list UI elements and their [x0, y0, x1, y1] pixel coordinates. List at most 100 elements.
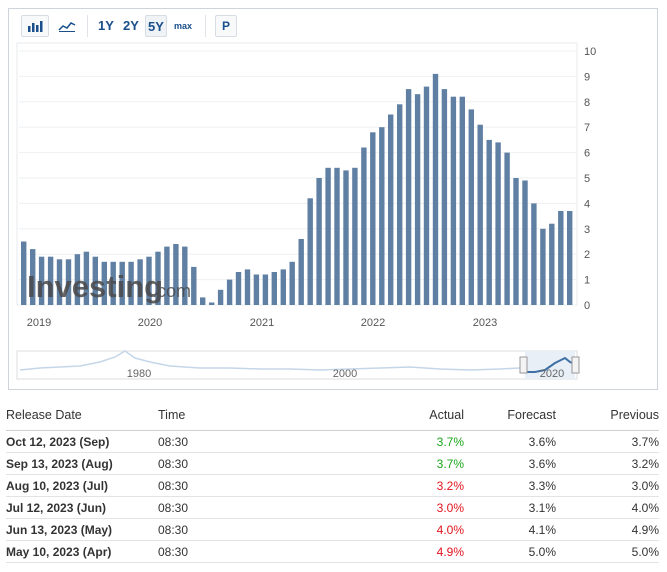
bar[interactable] [271, 272, 277, 305]
bar[interactable] [307, 198, 313, 305]
y-tick-label: 4 [584, 198, 590, 210]
header-time[interactable]: Time [158, 400, 318, 431]
release-time: 08:30 [158, 518, 318, 541]
forecast-value: 3.6% [464, 452, 556, 475]
x-tick-label: 2019 [27, 317, 51, 329]
header-actual[interactable]: Actual [318, 400, 464, 431]
navigator[interactable]: 1980 2000 2020 [16, 350, 580, 380]
y-tick-label: 5 [584, 173, 590, 185]
bar[interactable] [191, 266, 197, 305]
bar[interactable] [441, 89, 448, 305]
bar[interactable] [209, 302, 215, 306]
header-previous[interactable]: Previous [556, 400, 659, 431]
bar[interactable] [92, 256, 98, 305]
bar[interactable] [164, 246, 170, 305]
bar[interactable] [370, 132, 376, 305]
bar[interactable] [432, 73, 439, 306]
bar[interactable] [423, 86, 430, 305]
bar[interactable] [253, 274, 260, 306]
bar[interactable] [558, 211, 564, 305]
bar[interactable] [343, 170, 349, 305]
bar[interactable] [522, 180, 528, 306]
bar[interactable] [459, 96, 465, 305]
table-row: Jul 12, 2023 (Jun) 08:30 3.0% 3.1% 4.0% [6, 496, 659, 519]
bar[interactable] [352, 167, 358, 305]
bar[interactable] [298, 239, 304, 305]
navigator-label: 2000 [333, 368, 357, 380]
range-max-button[interactable]: max [173, 21, 192, 31]
bar[interactable] [540, 228, 546, 305]
bar[interactable] [146, 256, 152, 305]
bar[interactable] [379, 127, 385, 305]
bar[interactable] [83, 251, 90, 305]
bar[interactable] [244, 269, 251, 305]
bar[interactable] [21, 241, 27, 306]
bar[interactable] [217, 289, 224, 305]
bar[interactable] [361, 147, 367, 306]
forecast-value: 4.1% [464, 518, 556, 541]
bar[interactable] [119, 261, 125, 305]
bar[interactable] [38, 256, 45, 305]
bar[interactable] [137, 259, 143, 305]
p-button[interactable]: P [215, 15, 237, 37]
bar[interactable] [397, 104, 403, 305]
bar[interactable] [65, 259, 72, 305]
y-tick-label: 10 [584, 46, 596, 58]
navigator-frame [16, 350, 578, 380]
bar[interactable] [289, 261, 295, 305]
range-5y-button[interactable]: 5Y [145, 15, 167, 37]
bar-chart-icon[interactable] [21, 15, 49, 37]
bar[interactable] [468, 109, 474, 306]
bar[interactable] [173, 244, 179, 305]
bar[interactable] [388, 114, 394, 306]
bar[interactable] [334, 167, 340, 305]
bar[interactable] [513, 178, 519, 305]
bar[interactable] [182, 246, 188, 305]
header-release-date[interactable]: Release Date [6, 400, 158, 431]
bar[interactable] [200, 297, 206, 305]
bar[interactable] [486, 139, 492, 305]
table-row: Jun 13, 2023 (May) 08:30 4.0% 4.1% 4.9% [6, 518, 659, 541]
bar[interactable] [549, 223, 555, 305]
bar[interactable] [531, 203, 537, 305]
bar[interactable] [477, 124, 483, 305]
bar[interactable] [235, 272, 242, 305]
bar[interactable] [30, 249, 36, 305]
table-header-row: Release Date Time Actual Forecast Previo… [6, 400, 659, 431]
release-date: Jul 12, 2023 (Jun) [6, 496, 158, 519]
bar[interactable] [280, 269, 286, 305]
bar[interactable] [110, 261, 116, 305]
bar[interactable] [450, 96, 457, 305]
table-row: May 10, 2023 (Apr) 08:30 4.9% 5.0% 5.0% [6, 540, 659, 563]
release-date: Sep 13, 2023 (Aug) [6, 452, 158, 475]
bar[interactable] [405, 89, 412, 305]
navigator-right-handle[interactable] [571, 356, 580, 374]
y-tick-label: 2 [584, 249, 590, 261]
bar[interactable] [101, 261, 107, 305]
navigator-left-handle[interactable] [519, 356, 528, 374]
bar[interactable] [504, 152, 510, 305]
range-1y-button[interactable]: 1Y [98, 18, 114, 33]
header-forecast[interactable]: Forecast [464, 400, 556, 431]
actual-value: 3.0% [318, 496, 464, 519]
bar[interactable] [74, 254, 81, 305]
bar[interactable] [47, 256, 54, 305]
bar[interactable] [155, 251, 161, 305]
release-date: Jun 13, 2023 (May) [6, 518, 158, 541]
investing-watermark: Investing .com [27, 269, 191, 304]
bar[interactable] [414, 94, 421, 305]
table-row: Aug 10, 2023 (Jul) 08:30 3.2% 3.3% 3.0% [6, 474, 659, 497]
range-2y-button[interactable]: 2Y [123, 18, 139, 33]
bar[interactable] [316, 178, 322, 305]
bar[interactable] [128, 261, 134, 305]
navigator-selection[interactable] [525, 351, 575, 379]
bar[interactable] [56, 259, 63, 305]
bar[interactable] [226, 279, 233, 305]
line-chart-icon[interactable] [53, 15, 81, 37]
bar[interactable] [262, 274, 269, 306]
bar[interactable] [325, 167, 331, 305]
bar[interactable] [495, 142, 501, 305]
bar[interactable] [567, 211, 573, 305]
navigator-selection-line [525, 356, 576, 373]
watermark-suffix: .com [152, 281, 191, 301]
